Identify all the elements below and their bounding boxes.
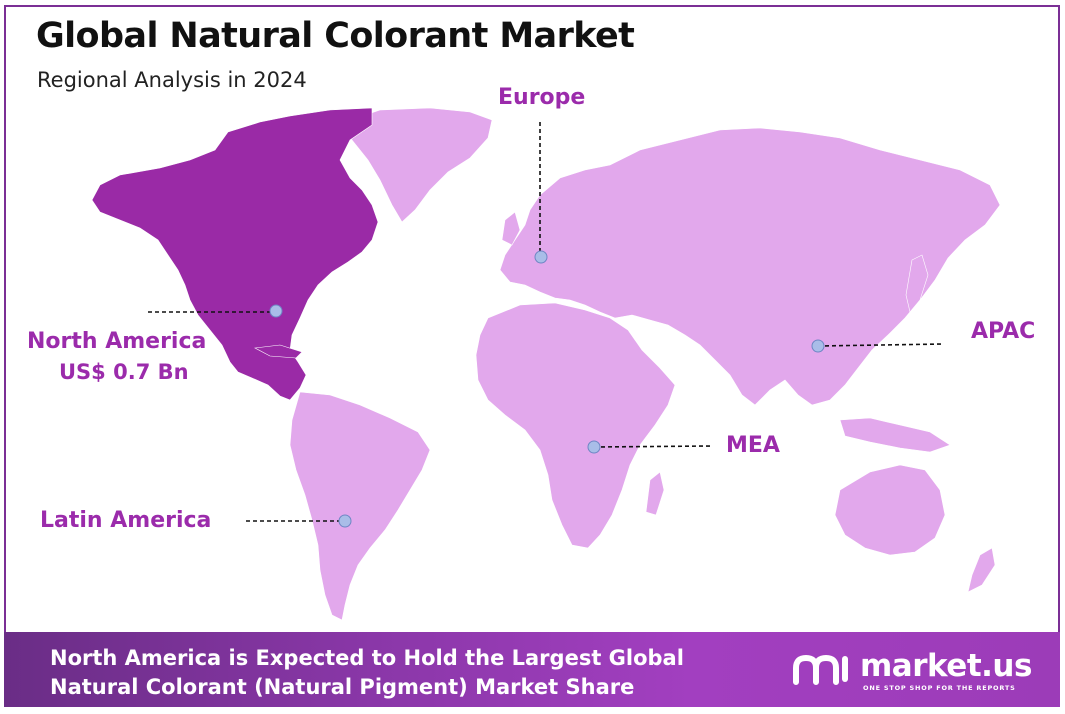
caribbean-shape (254, 344, 303, 359)
footer-banner-line-2: Natural Colorant (Natural Pigment) Marke… (50, 675, 635, 699)
sea-islands-shape (839, 417, 951, 453)
eurasia-shape (499, 127, 1001, 406)
region-label-europe: Europe (498, 85, 586, 110)
logo-tagline: ONE STOP SHOP FOR THE REPORTS (863, 684, 1016, 692)
region-label-north-america: North America (27, 329, 207, 354)
mea-marker (587, 440, 601, 454)
madagascar-shape (645, 471, 665, 516)
africa-shape (475, 302, 676, 549)
japan-shape (905, 254, 929, 313)
north-america-marker (269, 304, 283, 318)
region-label-latin-america: Latin America (40, 508, 212, 533)
page-title: Global Natural Colorant Market (36, 16, 635, 56)
region-label-apac: APAC (971, 319, 1036, 344)
uk-shape (501, 211, 521, 246)
north-america-shape (91, 107, 379, 401)
region-value-north-america: US$ 0.7 Bn (59, 360, 189, 384)
footer-banner-line-1: North America is Expected to Hold the La… (50, 646, 684, 670)
mea-leader (593, 445, 713, 448)
footer-banner-text: North America is Expected to Hold the La… (50, 644, 770, 702)
greenland-shape (344, 107, 493, 223)
market-us-logo-icon (793, 654, 848, 685)
footer-banner (4, 632, 1060, 707)
europe-marker (534, 250, 548, 264)
south-america-shape (289, 391, 431, 621)
apac-marker (811, 339, 825, 353)
new-zealand-shape (967, 547, 996, 593)
region-label-mea: MEA (726, 433, 780, 458)
australia-shape (834, 464, 946, 556)
logo-name: market.us (860, 648, 1032, 684)
latin-america-marker (338, 514, 352, 528)
page-subtitle: Regional Analysis in 2024 (37, 68, 307, 92)
apac-leader (817, 343, 945, 347)
